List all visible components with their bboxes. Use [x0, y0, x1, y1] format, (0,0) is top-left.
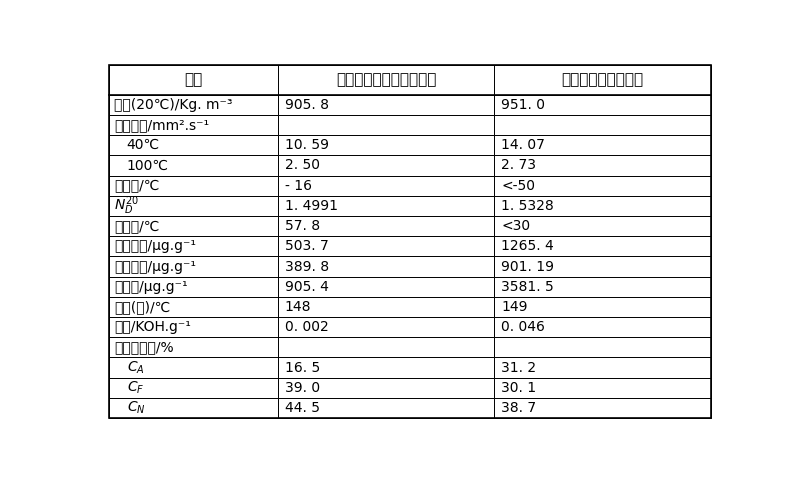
Text: $C_A$: $C_A$: [127, 359, 145, 376]
Bar: [278, 277, 494, 297]
Text: - 16: - 16: [285, 179, 312, 193]
Bar: [278, 317, 494, 337]
Text: 148: 148: [285, 300, 311, 314]
Text: 酸值/KOH.g⁻¹: 酸值/KOH.g⁻¹: [114, 320, 191, 334]
Bar: [110, 216, 278, 236]
Bar: [110, 155, 278, 175]
Bar: [278, 337, 494, 358]
Text: 苯胺点/℃: 苯胺点/℃: [114, 219, 159, 233]
Bar: [494, 236, 710, 256]
Bar: [278, 256, 494, 277]
Text: 0. 046: 0. 046: [502, 320, 546, 334]
Bar: [494, 256, 710, 277]
Bar: [110, 378, 278, 398]
Bar: [110, 297, 278, 317]
Bar: [278, 155, 494, 175]
Text: 31. 2: 31. 2: [502, 360, 537, 375]
Text: 503. 7: 503. 7: [285, 239, 329, 253]
Bar: [494, 175, 710, 196]
Text: 40℃: 40℃: [126, 138, 159, 152]
Bar: [110, 115, 278, 135]
Bar: [494, 135, 710, 155]
Text: 0. 002: 0. 002: [285, 320, 329, 334]
Text: 环烷基常二线加氢脱酸油: 环烷基常二线加氢脱酸油: [336, 72, 436, 87]
Text: 密度(20℃)/Kg. m⁻³: 密度(20℃)/Kg. m⁻³: [114, 98, 233, 112]
Bar: [494, 378, 710, 398]
Text: 149: 149: [502, 300, 528, 314]
Text: 905. 4: 905. 4: [285, 280, 329, 293]
Text: 10. 59: 10. 59: [285, 138, 329, 152]
Bar: [278, 65, 494, 95]
Text: 总氮含量/μg.g⁻¹: 总氮含量/μg.g⁻¹: [114, 239, 196, 253]
Text: 1265. 4: 1265. 4: [502, 239, 554, 253]
Bar: [278, 196, 494, 216]
Text: 1. 5328: 1. 5328: [502, 199, 554, 213]
Text: 碱氮含量/μg.g⁻¹: 碱氮含量/μg.g⁻¹: [114, 260, 196, 273]
Text: 389. 8: 389. 8: [285, 260, 329, 273]
Bar: [278, 135, 494, 155]
Bar: [278, 378, 494, 398]
Bar: [494, 358, 710, 378]
Bar: [278, 236, 494, 256]
Bar: [110, 317, 278, 337]
Bar: [494, 216, 710, 236]
Bar: [110, 175, 278, 196]
Text: 38. 7: 38. 7: [502, 401, 537, 415]
Bar: [494, 196, 710, 216]
Text: 44. 5: 44. 5: [285, 401, 320, 415]
Text: <-50: <-50: [502, 179, 535, 193]
Bar: [278, 358, 494, 378]
Text: 16. 5: 16. 5: [285, 360, 320, 375]
Text: 凝固点/℃: 凝固点/℃: [114, 179, 159, 193]
Text: 运动粘度/mm².s⁻¹: 运动粘度/mm².s⁻¹: [114, 118, 210, 132]
Bar: [278, 115, 494, 135]
Text: 57. 8: 57. 8: [285, 219, 320, 233]
Bar: [110, 95, 278, 115]
Text: 14. 07: 14. 07: [502, 138, 546, 152]
Bar: [110, 358, 278, 378]
Text: 901. 19: 901. 19: [502, 260, 554, 273]
Bar: [494, 337, 710, 358]
Bar: [494, 277, 710, 297]
Bar: [110, 398, 278, 418]
Bar: [110, 135, 278, 155]
Text: 30. 1: 30. 1: [502, 381, 537, 395]
Bar: [278, 95, 494, 115]
Bar: [110, 196, 278, 216]
Text: $N_D^{20}$: $N_D^{20}$: [114, 195, 139, 217]
Text: 2. 50: 2. 50: [285, 159, 320, 173]
Bar: [494, 155, 710, 175]
Bar: [110, 65, 278, 95]
Bar: [494, 398, 710, 418]
Bar: [278, 175, 494, 196]
Bar: [110, 337, 278, 358]
Bar: [494, 317, 710, 337]
Text: 组族成分析/%: 组族成分析/%: [114, 340, 174, 354]
Text: 39. 0: 39. 0: [285, 381, 320, 395]
Bar: [110, 256, 278, 277]
Text: 2. 73: 2. 73: [502, 159, 537, 173]
Text: 100℃: 100℃: [126, 159, 168, 173]
Bar: [110, 236, 278, 256]
Bar: [110, 277, 278, 297]
Text: $C_F$: $C_F$: [127, 380, 145, 396]
Bar: [278, 216, 494, 236]
Text: 闪点(闭)/℃: 闪点(闭)/℃: [114, 300, 170, 314]
Bar: [494, 115, 710, 135]
Text: 951. 0: 951. 0: [502, 98, 546, 112]
Bar: [278, 297, 494, 317]
Bar: [494, 297, 710, 317]
Text: 变压器油溶剂抽出油: 变压器油溶剂抽出油: [562, 72, 643, 87]
Text: 1. 4991: 1. 4991: [285, 199, 338, 213]
Text: 3581. 5: 3581. 5: [502, 280, 554, 293]
Text: 项目: 项目: [184, 72, 202, 87]
Bar: [494, 65, 710, 95]
Text: $C_N$: $C_N$: [127, 400, 146, 416]
Bar: [494, 95, 710, 115]
Text: 905. 8: 905. 8: [285, 98, 329, 112]
Bar: [278, 398, 494, 418]
Text: <30: <30: [502, 219, 530, 233]
Text: 硫含量/μg.g⁻¹: 硫含量/μg.g⁻¹: [114, 280, 188, 293]
